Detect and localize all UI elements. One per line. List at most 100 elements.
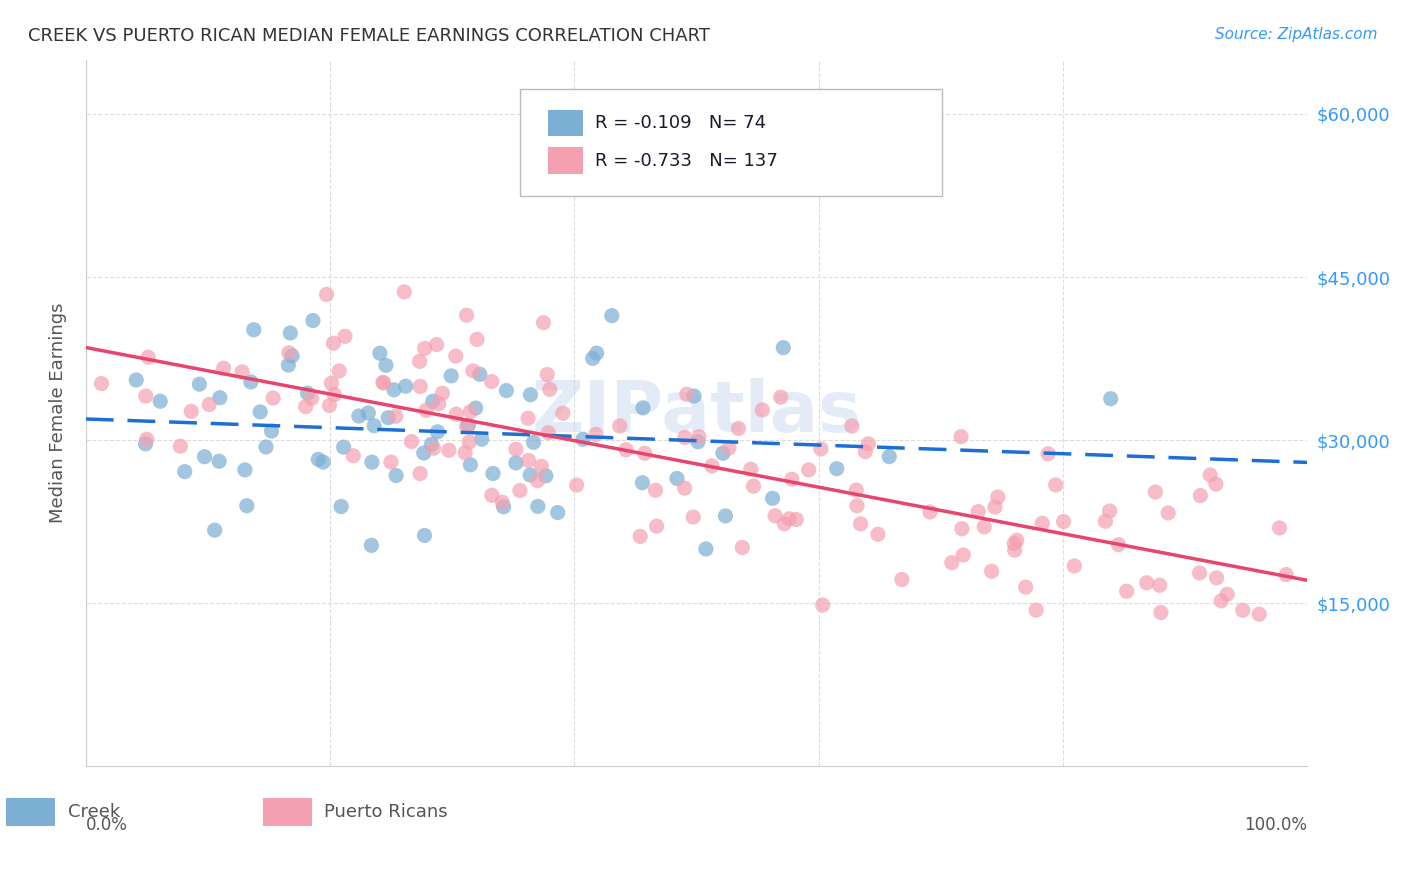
Point <box>967 504 990 518</box>
Point <box>409 379 432 393</box>
Point <box>1205 571 1227 585</box>
Point <box>952 548 974 562</box>
Point <box>846 499 869 513</box>
FancyBboxPatch shape <box>7 798 55 826</box>
Point <box>254 440 277 454</box>
Point <box>385 468 408 483</box>
Point <box>198 397 221 411</box>
Point <box>644 483 666 498</box>
Point <box>491 495 513 509</box>
Point <box>1136 575 1159 590</box>
Point <box>600 309 623 323</box>
Point <box>1216 587 1239 601</box>
Point <box>505 442 527 457</box>
Point <box>675 387 697 401</box>
Point <box>1211 594 1233 608</box>
Point <box>849 516 872 531</box>
Point <box>533 316 555 330</box>
Point <box>460 458 482 472</box>
Point <box>761 491 783 506</box>
Point <box>890 573 912 587</box>
Point <box>628 529 651 543</box>
Point <box>572 432 595 446</box>
Point <box>1094 514 1116 528</box>
Point <box>193 450 215 464</box>
Text: R = -0.733   N= 137: R = -0.733 N= 137 <box>595 152 778 169</box>
Point <box>332 440 354 454</box>
Point <box>509 483 531 498</box>
Point <box>468 368 491 382</box>
Point <box>368 346 391 360</box>
Point <box>208 454 231 468</box>
Point <box>780 472 803 486</box>
Point <box>1025 603 1047 617</box>
Point <box>841 419 863 434</box>
Point <box>695 541 717 556</box>
Point <box>239 375 262 389</box>
Point <box>1188 566 1211 580</box>
Point <box>631 475 654 490</box>
Point <box>609 419 631 434</box>
Point <box>740 462 762 476</box>
Point <box>426 425 449 439</box>
Point <box>457 418 479 433</box>
Point <box>385 409 408 424</box>
Point <box>751 403 773 417</box>
Point <box>731 541 754 555</box>
Point <box>918 505 941 519</box>
Point <box>180 404 202 418</box>
Point <box>797 463 820 477</box>
Point <box>1052 515 1074 529</box>
Text: CREEK VS PUERTO RICAN MEDIAN FEMALE EARNINGS CORRELATION CHART: CREEK VS PUERTO RICAN MEDIAN FEMALE EARN… <box>28 27 710 45</box>
Point <box>135 389 157 403</box>
Point <box>537 425 560 440</box>
Point <box>401 434 423 449</box>
Point <box>427 397 450 411</box>
Point <box>277 345 299 359</box>
Point <box>980 564 1002 578</box>
Point <box>437 443 460 458</box>
Point <box>380 455 402 469</box>
Point <box>422 394 444 409</box>
Point <box>666 471 689 485</box>
Point <box>375 359 398 373</box>
Point <box>315 287 337 301</box>
Point <box>538 382 561 396</box>
Point <box>312 455 335 469</box>
Point <box>853 444 876 458</box>
Point <box>495 384 517 398</box>
Point <box>950 430 973 444</box>
Point <box>1249 607 1271 622</box>
Point <box>471 432 494 446</box>
Text: Source: ZipAtlas.com: Source: ZipAtlas.com <box>1215 27 1378 42</box>
Point <box>673 430 696 444</box>
Point <box>987 490 1010 504</box>
Point <box>231 365 253 379</box>
Point <box>973 520 995 534</box>
Point <box>342 449 364 463</box>
Point <box>1004 543 1026 558</box>
Point <box>149 394 172 409</box>
Point <box>481 375 503 389</box>
Point <box>682 510 704 524</box>
Point <box>357 406 380 420</box>
Point <box>323 387 346 401</box>
Point <box>683 389 706 403</box>
Point <box>297 386 319 401</box>
Point <box>328 364 350 378</box>
Point <box>173 465 195 479</box>
Point <box>281 349 304 363</box>
Point <box>1268 521 1291 535</box>
Point <box>1031 516 1053 531</box>
Point <box>204 523 226 537</box>
FancyBboxPatch shape <box>263 798 312 826</box>
Text: Creek: Creek <box>67 804 120 822</box>
Point <box>1015 580 1038 594</box>
Point <box>1157 506 1180 520</box>
Point <box>492 500 515 514</box>
Point <box>1199 467 1222 482</box>
Point <box>1005 533 1028 548</box>
Point <box>458 435 481 450</box>
Point <box>1002 536 1025 550</box>
Point <box>1189 489 1212 503</box>
